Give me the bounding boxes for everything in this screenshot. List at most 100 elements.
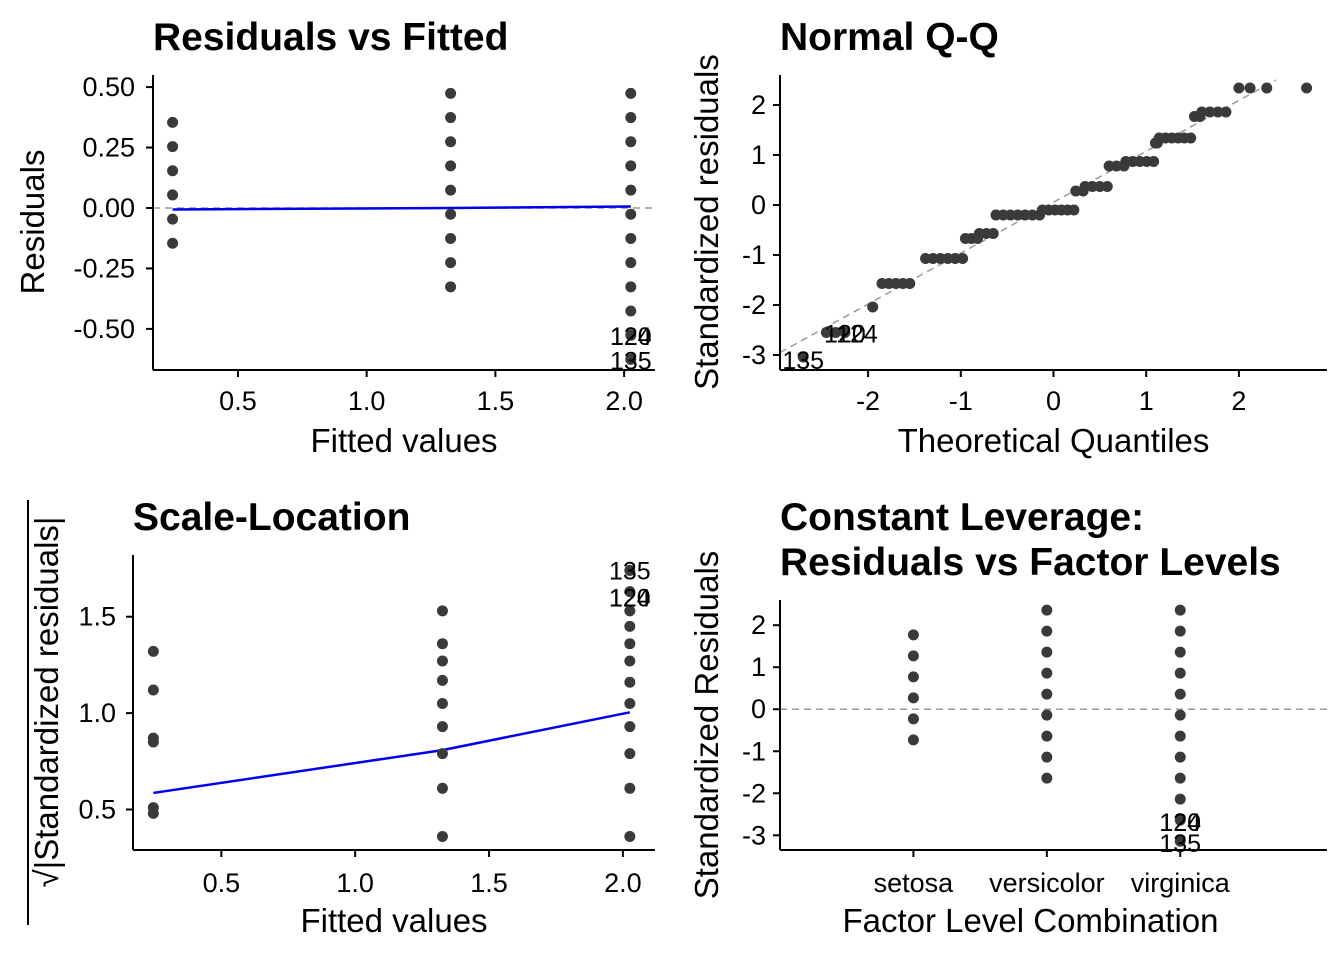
data-point — [167, 165, 179, 177]
data-point — [445, 208, 457, 220]
data-point — [624, 782, 636, 794]
data-point — [445, 87, 457, 99]
panel-p4: Constant Leverage:Residuals vs Factor Le… — [688, 496, 1327, 939]
data-point — [167, 141, 179, 153]
data-point — [436, 605, 448, 617]
data-point — [167, 213, 179, 225]
y-tick-label: -0.50 — [73, 314, 135, 344]
x-tick-label: virginica — [1131, 868, 1231, 898]
data-point-versicolor — [1041, 667, 1053, 679]
data-point — [625, 353, 637, 365]
data-point — [147, 736, 159, 748]
data-point-setosa — [907, 629, 919, 641]
data-point — [839, 327, 851, 338]
point-label: 135 — [610, 347, 652, 375]
data-point — [147, 645, 159, 657]
data-point-setosa — [907, 671, 919, 683]
point-label: 124 — [1159, 809, 1201, 837]
data-point — [436, 697, 448, 709]
data-point-setosa — [907, 650, 919, 662]
data-point — [624, 831, 636, 843]
data-point — [624, 564, 636, 576]
x-tick-label: -2 — [856, 386, 880, 416]
data-point — [445, 136, 457, 148]
data-point — [436, 674, 448, 686]
data-point — [625, 257, 637, 269]
data-point — [445, 112, 457, 124]
y-tick-label: -0.25 — [73, 253, 135, 283]
y-tick-label: 0.5 — [78, 795, 116, 825]
data-point-virginica — [1174, 793, 1186, 805]
x-tick-label: 2 — [1231, 386, 1246, 416]
data-point-setosa — [907, 692, 919, 704]
y-axis-title: Residuals — [14, 150, 51, 295]
y-tick-label: -2 — [742, 778, 766, 808]
data-point — [1148, 156, 1160, 167]
x-axis-title: Fitted values — [310, 422, 497, 459]
data-point-virginica — [1174, 667, 1186, 679]
x-tick-label: 2.0 — [605, 386, 643, 416]
y-tick-label: -1 — [742, 736, 766, 766]
x-axis-title: Theoretical Quantiles — [898, 422, 1210, 459]
y-axis-title-sqrt: √ — [28, 868, 65, 887]
data-point — [797, 351, 809, 363]
data-point — [1185, 132, 1197, 144]
y-tick-label: 2 — [751, 610, 766, 640]
smooth-line — [153, 711, 631, 795]
x-tick-label: 0.5 — [203, 868, 241, 898]
data-point — [1204, 106, 1216, 118]
y-axis-title: Standardized residuals — [688, 54, 725, 390]
panel-p1: Residuals vs Fitted -0.50 -0.25 0.00 0.25 0.5… — [14, 16, 655, 459]
point-label: 135 — [1159, 830, 1201, 858]
point-label: 135 — [609, 557, 651, 585]
data-point — [436, 748, 448, 760]
y-tick-label: 1.5 — [78, 602, 116, 632]
data-point — [1068, 204, 1080, 216]
data-point-versicolor — [1041, 625, 1053, 637]
data-point — [624, 748, 636, 760]
point-label: 124 — [836, 321, 878, 349]
panel-title: Constant Leverage: — [780, 496, 1144, 539]
data-point-virginica — [1174, 730, 1186, 742]
data-point — [1301, 82, 1313, 94]
y-tick-label: 0.25 — [82, 133, 135, 163]
data-point — [1101, 181, 1113, 192]
y-tick-label: 0.50 — [82, 72, 135, 102]
data-point — [625, 160, 637, 172]
y-tick-label: 1 — [751, 140, 766, 170]
smooth-line — [172, 205, 631, 211]
data-point — [830, 327, 842, 338]
data-point — [1220, 106, 1232, 118]
panel-title: Normal Q-Q — [780, 16, 999, 59]
data-point — [904, 278, 916, 289]
point-label: 135 — [782, 347, 824, 375]
panel-p3: Scale-Location 0.5 1.0 1.5 0.5 1.0 1.5 2.0 Fitte… — [27, 496, 655, 939]
y-tick-label: 0.00 — [82, 193, 135, 223]
data-point-setosa — [907, 734, 919, 746]
data-point — [624, 676, 636, 688]
data-point — [1212, 106, 1224, 118]
data-point — [167, 237, 179, 249]
x-tick-label: 0.5 — [219, 386, 257, 416]
data-point — [436, 782, 448, 794]
x-tick-label: 1 — [1139, 386, 1154, 416]
data-point — [147, 684, 159, 696]
data-point-virginica — [1174, 625, 1186, 637]
y-tick-label: 1 — [751, 652, 766, 682]
data-point-versicolor — [1041, 646, 1053, 658]
y-tick-label: -3 — [742, 820, 766, 850]
data-point — [147, 807, 159, 819]
data-point-versicolor — [1041, 709, 1053, 721]
data-point — [436, 655, 448, 667]
x-tick-label: versicolor — [989, 868, 1105, 898]
y-axis-title: √|Standardized residuals| — [28, 517, 65, 888]
point-label: 120 — [824, 321, 866, 349]
y-tick-label: -2 — [742, 290, 766, 320]
y-tick-label: 1.0 — [78, 698, 116, 728]
data-point-versicolor — [1041, 730, 1053, 742]
y-tick-label: 0 — [751, 694, 766, 724]
data-point-versicolor — [1041, 772, 1053, 784]
data-point — [436, 831, 448, 843]
data-point — [820, 327, 832, 338]
y-tick-label: 0 — [751, 190, 766, 220]
